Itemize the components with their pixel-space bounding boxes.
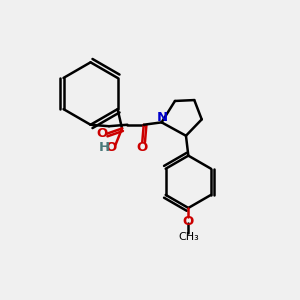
Text: CH₃: CH₃ (178, 232, 199, 242)
Text: H: H (99, 141, 110, 154)
Text: O: O (183, 215, 194, 228)
Text: O: O (97, 127, 108, 140)
Text: O: O (136, 140, 148, 154)
Text: N: N (156, 111, 167, 124)
Text: O: O (105, 141, 117, 154)
